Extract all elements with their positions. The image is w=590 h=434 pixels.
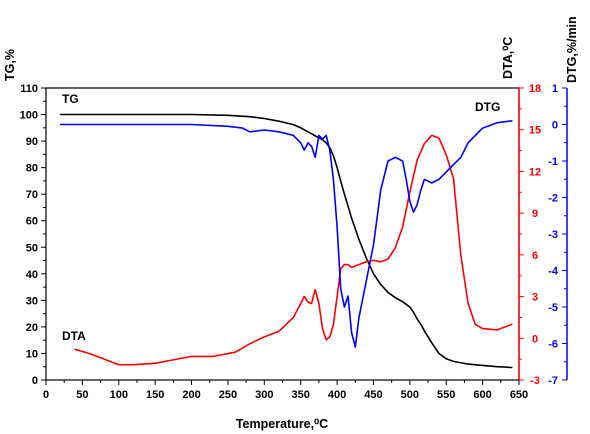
- x-tick-label: 250: [219, 389, 237, 401]
- tg-axis-title: TG,%: [3, 49, 17, 81]
- x-tick-label: 0: [43, 389, 49, 401]
- tg-series-label: TG: [62, 92, 79, 106]
- x-tick-label: 100: [110, 389, 128, 401]
- tg-tick-label: 60: [26, 216, 38, 228]
- tg-tick-label: 20: [26, 322, 38, 334]
- x-tick-label: 350: [292, 389, 310, 401]
- tg-tick-label: 40: [26, 269, 38, 281]
- tg-curve: [59, 113, 513, 369]
- dta-tick-label: 9: [532, 208, 538, 220]
- tg-tick-label: 80: [26, 163, 38, 175]
- plot-frame: [45, 87, 520, 381]
- dtg-curve: [59, 120, 513, 348]
- dtg-tick-label: -1: [548, 156, 558, 168]
- dtg-series-label: DTG: [475, 100, 500, 114]
- x-tick-label: 200: [182, 389, 200, 401]
- tg-tick-label: 30: [26, 295, 38, 307]
- dtg-tick-label: -4: [548, 266, 559, 278]
- x-tick-label: 50: [76, 389, 88, 401]
- tg-tick-label: 100: [20, 110, 38, 122]
- dta-tick-label: 0: [532, 333, 538, 345]
- dta-tick-label: 12: [529, 166, 541, 178]
- x-tick-label: 400: [328, 389, 346, 401]
- dta-tick-label: -3: [530, 375, 540, 387]
- dta-curve: [74, 134, 513, 366]
- x-axis-title: Temperature,⁰C: [236, 417, 328, 431]
- dtg-tick-label: -5: [548, 302, 558, 314]
- dta-tick-label: 3: [532, 292, 538, 304]
- dtg-tick-label: -7: [548, 375, 558, 387]
- x-tick-label: 300: [255, 389, 273, 401]
- tg-tick-label: 50: [26, 242, 38, 254]
- dtg-axis-title: DTG,%/min: [565, 16, 579, 83]
- x-tick-label: 650: [510, 389, 528, 401]
- dta-tick-label: 15: [529, 125, 541, 137]
- dtg-tick-label: -6: [548, 339, 558, 351]
- tg-tick-label: 10: [26, 348, 38, 360]
- dtg-tick-label: -3: [548, 229, 558, 241]
- dta-axis-title: DTA,⁰C: [501, 37, 515, 79]
- x-tick-label: 450: [364, 389, 382, 401]
- x-tick-label: 500: [401, 389, 419, 401]
- dtg-tick-label: -2: [548, 193, 558, 205]
- tg-tick-label: 0: [32, 375, 38, 387]
- x-tick-label: 550: [437, 389, 455, 401]
- x-tick-label: 150: [146, 389, 164, 401]
- tg-tick-label: 70: [26, 189, 38, 201]
- tg-tick-label: 90: [26, 136, 38, 148]
- dta-tick-label: 18: [529, 83, 541, 95]
- dta-series-label: DTA: [62, 329, 86, 343]
- x-tick-label: 600: [473, 389, 491, 401]
- tg-tick-label: 110: [20, 83, 38, 95]
- dta-tick-label: 6: [532, 250, 538, 262]
- dtg-tick-label: 1: [552, 83, 558, 95]
- dtg-tick-label: 0: [552, 120, 558, 132]
